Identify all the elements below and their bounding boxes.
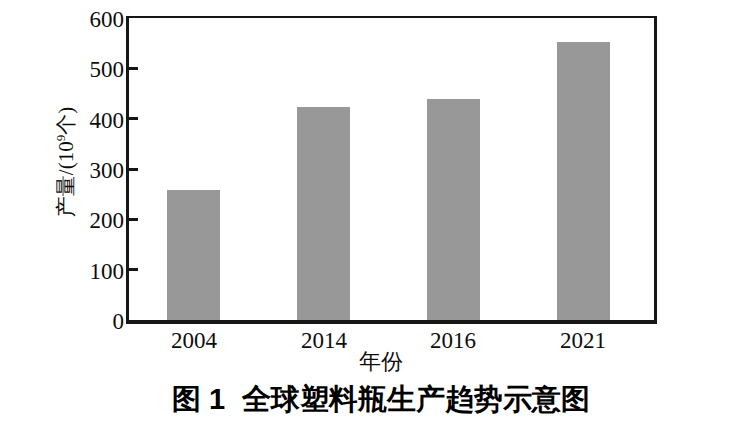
y-tick-mark-100 xyxy=(129,268,138,271)
y-tick-mark-300 xyxy=(129,168,138,171)
y-tick-label-100: 100 xyxy=(40,259,124,285)
x-tick-label-2014: 2014 xyxy=(301,328,347,354)
bar-2004 xyxy=(167,190,220,320)
x-tick-label-2016: 2016 xyxy=(430,328,476,354)
bar-2021 xyxy=(557,42,610,320)
y-tick-label-600: 600 xyxy=(40,7,124,33)
y-axis-label-exponent: 9 xyxy=(53,135,68,142)
y-tick-mark-500 xyxy=(129,67,138,70)
figure: 产量/(109个) 年份 图 1全球塑料瓶生产趋势示意图 01002003004… xyxy=(0,0,748,423)
figure-caption: 图 1 全球塑料瓶生产趋势示意图 xyxy=(172,382,590,416)
y-tick-mark-400 xyxy=(129,117,138,120)
x-tick-label-2004: 2004 xyxy=(171,328,217,354)
y-tick-label-400: 400 xyxy=(40,108,124,134)
bar-2016 xyxy=(427,99,480,320)
x-axis-label: 年份 xyxy=(359,349,403,375)
y-tick-label-500: 500 xyxy=(40,57,124,83)
plot-area xyxy=(126,16,657,324)
y-tick-mark-200 xyxy=(129,218,138,221)
bar-2014 xyxy=(297,107,350,320)
x-tick-label-2021: 2021 xyxy=(560,328,606,354)
y-tick-label-200: 200 xyxy=(40,208,124,234)
figure-caption-number: 图 1 xyxy=(172,383,225,415)
y-tick-label-300: 300 xyxy=(40,158,124,184)
figure-caption-title: 全球塑料瓶生产趋势示意图 xyxy=(242,383,590,415)
y-tick-label-0: 0 xyxy=(40,309,124,335)
